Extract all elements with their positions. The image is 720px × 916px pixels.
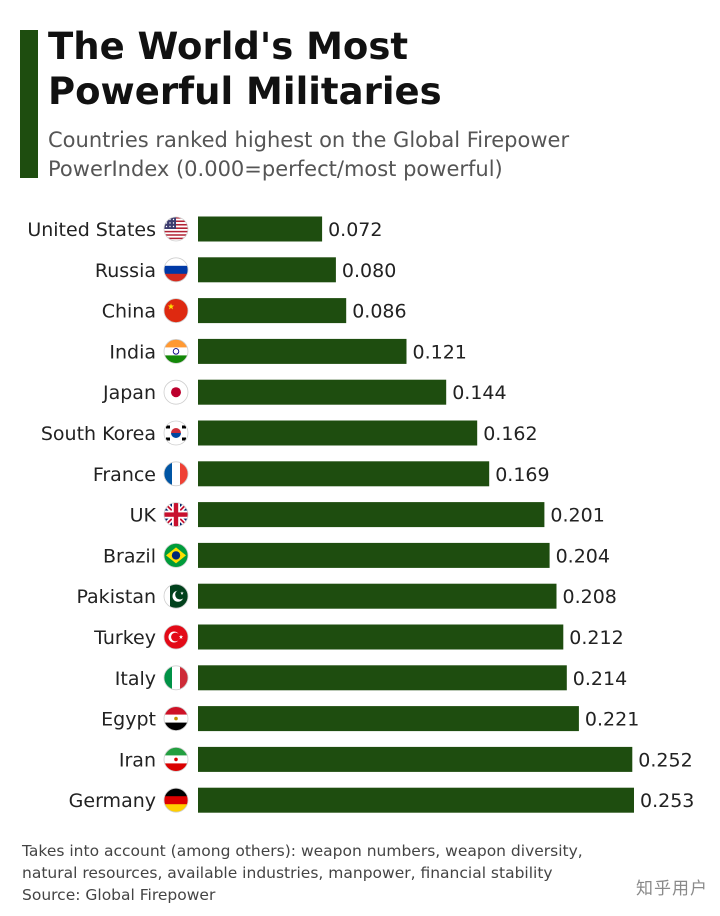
bar [198, 706, 579, 732]
value-label: 0.121 [413, 341, 467, 363]
value-label: 0.212 [569, 627, 623, 649]
china-flag-icon [163, 298, 189, 323]
value-label: 0.221 [585, 709, 639, 731]
bar [198, 298, 347, 324]
chart-row: India 0.121 [109, 338, 467, 364]
chart-row: Russia 0.080 [95, 257, 396, 283]
value-label: 0.201 [550, 505, 604, 527]
bar [198, 542, 550, 568]
chart-row: China 0.086 [102, 298, 407, 324]
category-label: UK [130, 505, 157, 527]
italy-flag-icon [163, 665, 189, 691]
category-label: Japan [102, 382, 156, 404]
value-label: 0.162 [483, 423, 537, 445]
bar [198, 216, 323, 242]
page-title: The World's Most Powerful Militaries [48, 25, 442, 113]
methodology-note: Takes into account (among others): weapo… [22, 842, 583, 882]
egypt-flag-icon [163, 706, 189, 731]
value-label: 0.144 [452, 382, 506, 404]
bar [198, 624, 564, 650]
chart-row: France 0.169 [93, 461, 550, 487]
category-label: Brazil [103, 545, 156, 567]
bar [198, 257, 336, 283]
footnote: Takes into account (among others): weapo… [22, 840, 662, 906]
bar [198, 665, 567, 691]
category-label: Iran [119, 749, 156, 771]
category-label: Germany [69, 790, 156, 812]
chart-row: Germany 0.253 [69, 787, 694, 813]
watermark: 知乎用户 [636, 879, 708, 899]
bar [198, 502, 545, 528]
chart-row: UK 0.201 [130, 502, 605, 528]
chart-row: Japan 0.144 [102, 379, 507, 405]
south-korea-flag-icon [163, 420, 189, 446]
uk-flag-icon [163, 502, 189, 528]
value-label: 0.086 [352, 301, 406, 323]
bar-chart: United States 0.072 Russia 0.080 China 0.086 I… [27, 216, 694, 813]
chart-row: Egypt 0.221 [101, 706, 639, 732]
us-flag-icon [163, 216, 189, 242]
france-flag-icon [163, 461, 189, 487]
chart-row: Iran 0.252 [119, 746, 693, 772]
chart-row: Turkey 0.212 [93, 624, 624, 650]
category-label: India [109, 341, 156, 363]
value-label: 0.214 [573, 668, 627, 690]
chart-row: Italy 0.214 [115, 665, 627, 691]
chart-row: South Korea 0.162 [41, 420, 538, 446]
bar [198, 746, 633, 772]
bar [198, 461, 490, 487]
category-label: France [93, 464, 156, 486]
russia-flag-icon [163, 257, 189, 283]
category-label: Egypt [101, 709, 156, 731]
value-label: 0.204 [556, 545, 610, 567]
page-subtitle: Countries ranked highest on the Global F… [48, 128, 570, 181]
value-label: 0.072 [328, 219, 382, 241]
category-label: Pakistan [76, 586, 156, 608]
value-label: 0.169 [495, 464, 549, 486]
title-accent-bar [20, 30, 38, 178]
category-label: Russia [95, 260, 156, 282]
chart-row: United States 0.072 [27, 216, 383, 242]
category-label: South Korea [41, 423, 156, 445]
value-label: 0.253 [640, 790, 694, 812]
value-label: 0.080 [342, 260, 396, 282]
value-label: 0.208 [563, 586, 617, 608]
bar [198, 420, 478, 446]
bar [198, 379, 447, 405]
category-label: Italy [115, 668, 156, 690]
japan-flag-icon [163, 379, 189, 405]
germany-flag-icon [163, 787, 189, 813]
category-label: United States [27, 219, 156, 241]
category-label: China [102, 301, 156, 323]
india-flag-icon [163, 338, 189, 364]
turkey-flag-icon [163, 624, 189, 650]
value-label: 0.252 [638, 749, 692, 771]
chart-row: Brazil 0.204 [103, 542, 610, 568]
iran-flag-icon [163, 747, 189, 772]
source-note: Source: Global Firepower [22, 886, 216, 904]
bar [198, 583, 557, 609]
pakistan-flag-icon [163, 583, 189, 609]
category-label: Turkey [93, 627, 156, 649]
bar [198, 787, 634, 813]
brazil-flag-icon [163, 542, 189, 568]
bar [198, 338, 407, 364]
chart-row: Pakistan 0.208 [76, 583, 617, 609]
